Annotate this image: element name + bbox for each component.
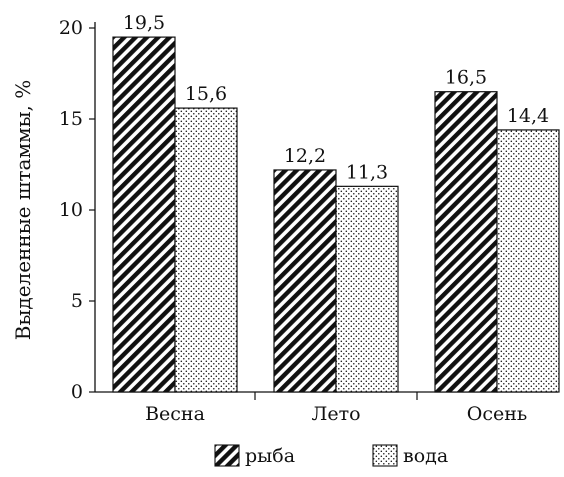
data-label: 16,5 [445, 67, 487, 89]
data-label: 15,6 [185, 83, 227, 105]
bar-рыба-Весна [112, 36, 176, 393]
data-label: 11,3 [346, 161, 388, 183]
data-label: 19,5 [123, 12, 165, 34]
x-category-label: Весна [145, 403, 205, 425]
y-axis-label: Выделенные штаммы, % [11, 80, 35, 340]
x-category-label: Осень [467, 403, 527, 425]
bar-вода-Весна [174, 107, 238, 393]
plot-area: 0 5 10 15 20 19,5 15,6 Весна 12,2 11,3 Лето 16,5 14,… [59, 12, 560, 425]
x-category-label: Лето [311, 403, 360, 425]
legend-swatch-рыба [214, 444, 240, 467]
legend-label: рыба [245, 445, 295, 467]
data-label: 14,4 [507, 105, 549, 127]
legend: рыба вода [214, 444, 448, 467]
bar-рыба-Осень [434, 91, 498, 393]
legend-swatch-вода [372, 444, 398, 467]
y-tick-label: 5 [71, 290, 83, 312]
data-label: 12,2 [284, 145, 326, 167]
y-tick-label: 20 [59, 17, 83, 39]
y-tick-label: 0 [71, 381, 83, 403]
legend-label: вода [403, 445, 448, 467]
y-tick-label: 10 [59, 199, 83, 221]
bar-вода-Лето [335, 185, 399, 393]
y-tick-label: 15 [59, 108, 83, 130]
bar-вода-Осень [496, 129, 560, 393]
bar-рыба-Лето [273, 169, 337, 393]
